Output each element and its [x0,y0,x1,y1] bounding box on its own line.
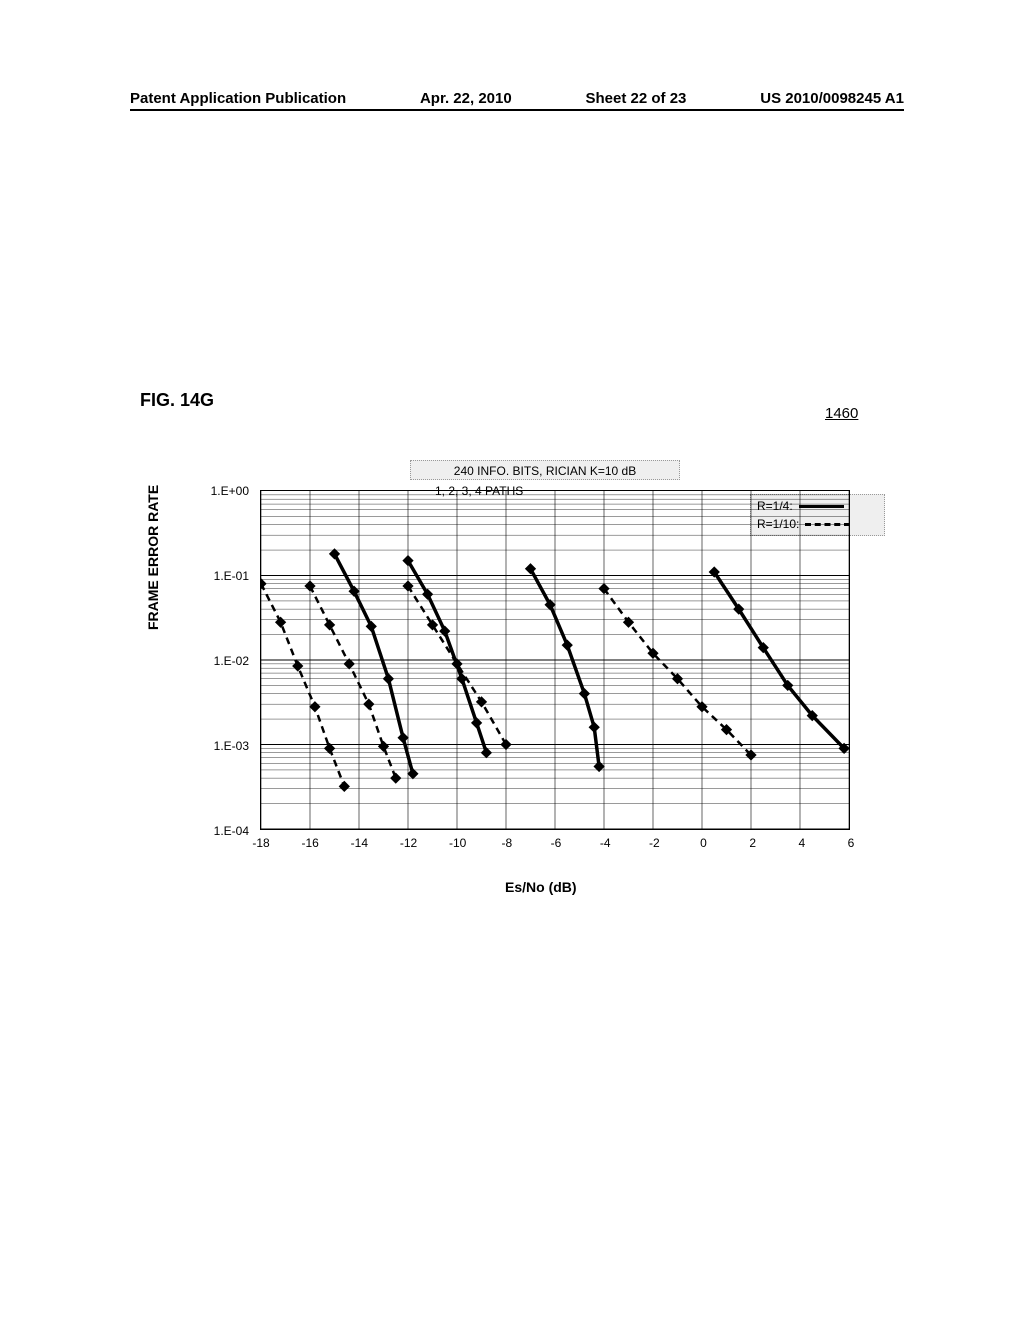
x-tick-label: 4 [798,836,805,850]
plot-area: 1.E+001.E-011.E-021.E-031.E-04-18-16-14-… [260,490,850,830]
figure-label: FIG. 14G [140,390,214,411]
x-tick-label: -6 [551,836,562,850]
pub-type: Patent Application Publication [130,90,346,107]
y-tick-label: 1.E-02 [194,654,249,668]
x-axis-label: Es/No (dB) [505,879,577,895]
x-tick-label: 2 [749,836,756,850]
chart-title: 240 INFO. BITS, RICIAN K=10 dB [410,460,680,480]
x-tick-label: 6 [848,836,855,850]
reference-number: 1460 [825,405,858,422]
x-tick-label: -10 [449,836,466,850]
y-tick-label: 1.E-04 [194,824,249,838]
x-tick-label: -2 [649,836,660,850]
y-axis-label: FRAME ERROR RATE [145,485,161,630]
x-tick-label: -14 [351,836,368,850]
plot-svg [261,491,849,829]
y-tick-label: 1.E+00 [194,484,249,498]
x-tick-label: -12 [400,836,417,850]
y-tick-label: 1.E-03 [194,739,249,753]
x-tick-label: -4 [600,836,611,850]
chart-container: 240 INFO. BITS, RICIAN K=10 dB 1, 2, 3, … [165,460,885,880]
pub-num: US 2010/0098245 A1 [760,90,904,107]
x-tick-label: -8 [501,836,512,850]
y-tick-label: 1.E-01 [194,569,249,583]
pub-date: Apr. 22, 2010 [420,90,512,107]
x-tick-label: -16 [301,836,318,850]
page-header: Patent Application Publication Apr. 22, … [130,90,904,111]
sheet-num: Sheet 22 of 23 [586,90,687,107]
x-tick-label: -18 [252,836,269,850]
x-tick-label: 0 [700,836,707,850]
